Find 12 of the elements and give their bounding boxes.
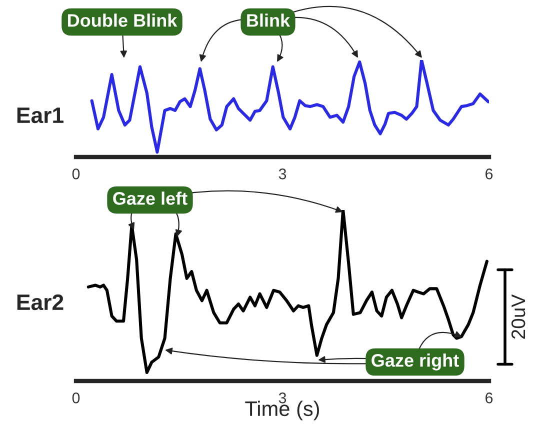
x-tick-label: 0 <box>72 168 80 180</box>
x-tick-label: 0 <box>72 392 80 404</box>
y-axis-title: Ear1 <box>17 108 64 124</box>
text: Blink <box>247 14 290 27</box>
x-tick-label: 3 <box>278 168 286 180</box>
text: Gaze left <box>113 192 188 205</box>
annotation: Gaze right <box>372 354 459 370</box>
y-axis-title: Ear2 <box>17 294 64 310</box>
text: Double Blink <box>68 14 178 27</box>
text: 20uV <box>511 294 526 339</box>
x-tick-label: 6 <box>486 392 493 404</box>
x-tick-label: 6 <box>486 168 493 180</box>
